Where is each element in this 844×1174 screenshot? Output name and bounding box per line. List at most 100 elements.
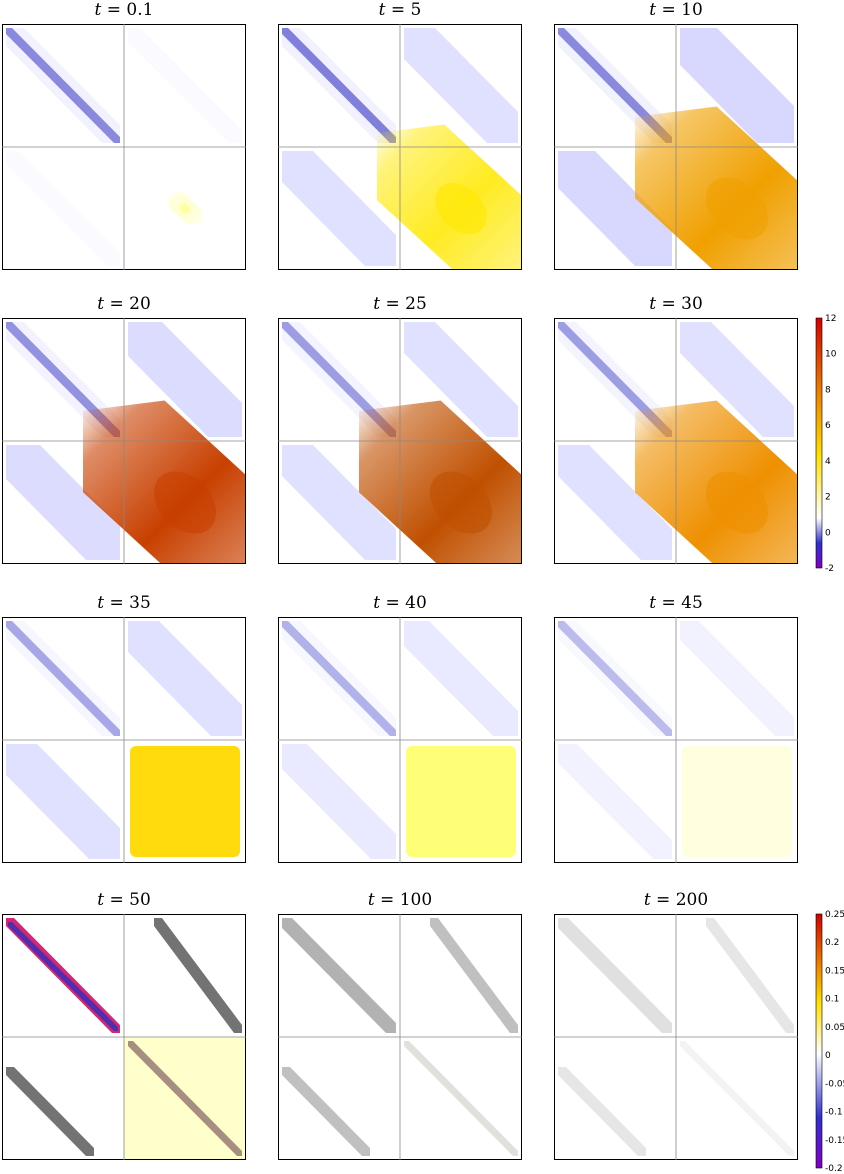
panel-title-var: t [649,294,657,314]
panel-title-value: 200 [675,890,709,910]
upper-right-band [128,322,242,437]
colorbar-tick-label: -0.2 [825,1164,843,1174]
panel-title: t = 100 [278,890,522,910]
colorbar-tick-label: 0.2 [825,938,839,948]
upper-left-diagonal-inner [8,922,118,1031]
lower-left-band [282,151,396,266]
heatmap-panel [2,914,246,1160]
lower-right-core [179,203,191,214]
lower-right-diagonal [680,1041,794,1156]
lower-left-band [558,1067,646,1156]
upper-left-halo [558,28,672,143]
panel-title-value: 35 [129,593,151,613]
upper-right-band [128,28,242,143]
upper-right-band [680,621,794,736]
panel-title: t = 50 [2,890,246,910]
panel-title-value: 40 [405,593,427,613]
colorbar-tick-label: 8 [825,385,831,395]
upper-right-band [430,918,518,1033]
panel-title-var: t [97,294,105,314]
panel-title-value: 5 [410,0,422,20]
upper-left-halo [558,621,672,736]
colorbar-tick-label: 0.1 [825,995,839,1005]
upper-left-halo [282,322,396,437]
lower-left-band [6,151,120,266]
heatmap-panel [278,617,522,863]
panel-title-value: 10 [681,0,703,20]
lower-right-core [153,471,217,534]
upper-left-halo [6,28,120,143]
upper-left-diagonal [6,322,120,437]
upper-right-band [680,28,794,143]
panel-title-value: 30 [681,294,703,314]
panel-title-value: 50 [129,890,151,910]
lower-left-band [558,151,672,266]
upper-right-band [680,322,794,437]
panel-title-eq: = [656,0,682,20]
colorbar-gradient [815,913,823,1169]
heatmap-panel [2,24,246,270]
panel-title-eq: = [656,294,682,314]
colorbar-tick-label: -0.15 [825,1136,844,1146]
colorbar-tick-label: 4 [825,457,831,467]
lower-left-band [282,445,396,560]
panel-title-var: t [643,890,651,910]
upper-left-diagonal [6,28,120,143]
panel-title-eq: = [656,593,682,613]
panel-title-eq: = [380,294,406,314]
colorbar-tick-label: -0.05 [825,1079,844,1089]
upper-right-band [154,918,242,1033]
upper-left-halo [282,28,396,143]
panel-title-eq: = [104,593,130,613]
lower-left-band [282,1067,370,1156]
panel-title-var: t [378,0,386,20]
colorbar-gradient [815,317,823,569]
lower-right-core [429,471,493,534]
panel-title-var: t [97,890,105,910]
panel-title: t = 45 [554,593,798,613]
upper-right-band [128,621,242,736]
colorbar-tick-label: 0 [825,1051,831,1061]
lower-left-band [6,1067,94,1156]
colorbar: 12 10 8 6 4 2 0 -2 [815,314,837,574]
panel-title: t = 35 [2,593,246,613]
lower-right-square [682,746,792,857]
upper-left-diagonal [282,28,396,143]
colorbar-tick-label: 6 [825,421,831,431]
panel-title-eq: = [104,294,130,314]
panel-title: t = 25 [278,294,522,314]
colorbar-tick-label: -2 [825,564,834,574]
lower-left-band [6,445,120,560]
heatmap-panel [278,914,522,1160]
heatmap-panel [554,318,798,564]
lower-right-core [705,177,769,240]
colorbar-tick-label: 0.15 [825,966,844,976]
colorbar-tick-label: 12 [825,314,836,324]
panel-title-var: t [373,294,381,314]
panel-title-var: t [94,0,102,20]
heatmap-panel [278,24,522,270]
upper-left-diagonal [282,918,396,1033]
heatmap-panel [554,24,798,270]
upper-left-halo [6,322,120,437]
upper-left-diagonal [558,621,672,736]
panel-title-value: 25 [405,294,427,314]
lower-left-band [6,744,120,859]
upper-right-band [404,621,518,736]
upper-left-halo [6,621,120,736]
upper-left-diagonal [282,322,396,437]
upper-left-diagonal [558,322,672,437]
upper-right-band [706,918,794,1033]
lower-left-band [558,445,672,560]
panel-title-var: t [649,593,657,613]
upper-right-band [404,28,518,143]
colorbar-tick-label: 0.05 [825,1023,844,1033]
panel-title-eq: = [104,890,130,910]
lower-left-band [558,744,672,859]
panel-title: t = 5 [278,0,522,20]
panel-title-eq: = [385,0,411,20]
panel-title-eq: = [374,890,400,910]
heatmap-panel [554,914,798,1160]
lower-left-band [282,744,396,859]
